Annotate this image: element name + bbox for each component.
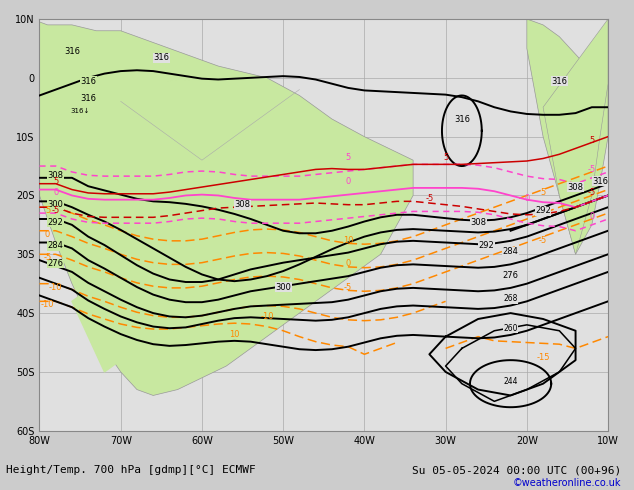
Text: 5: 5 — [540, 189, 546, 197]
Text: 308: 308 — [48, 171, 64, 180]
Text: -5: -5 — [588, 189, 596, 197]
Text: 276: 276 — [48, 259, 64, 268]
Text: 0: 0 — [589, 212, 595, 221]
Text: 5: 5 — [45, 206, 50, 215]
Text: 308: 308 — [470, 218, 486, 227]
Text: 10: 10 — [343, 236, 353, 245]
Text: -5: -5 — [44, 253, 52, 262]
Text: -5: -5 — [425, 195, 434, 203]
Text: -15: -15 — [536, 353, 550, 362]
Text: 260: 260 — [503, 324, 518, 333]
Text: 0: 0 — [524, 195, 529, 203]
Text: ©weatheronline.co.uk: ©weatheronline.co.uk — [513, 478, 621, 488]
Text: 316: 316 — [592, 177, 608, 186]
Text: 292: 292 — [535, 206, 551, 215]
Text: 316: 316 — [64, 48, 80, 56]
Text: -10: -10 — [41, 300, 55, 309]
Text: 316↓: 316↓ — [70, 108, 90, 114]
Text: 244: 244 — [503, 377, 518, 386]
Text: 268: 268 — [503, 294, 518, 303]
Text: 284: 284 — [48, 242, 63, 250]
Text: 292: 292 — [478, 242, 494, 250]
Polygon shape — [543, 19, 608, 254]
Text: 284: 284 — [503, 247, 519, 256]
Text: 316: 316 — [552, 77, 567, 86]
Text: 5: 5 — [346, 153, 351, 162]
Text: Su 05-05-2024 00:00 UTC (00+96): Su 05-05-2024 00:00 UTC (00+96) — [412, 466, 621, 475]
Polygon shape — [31, 19, 413, 395]
Text: 316: 316 — [81, 77, 96, 86]
Text: 0: 0 — [45, 230, 50, 239]
Text: 5: 5 — [443, 153, 448, 162]
Text: 292: 292 — [48, 218, 63, 227]
Text: -5: -5 — [539, 236, 547, 245]
Text: -5: -5 — [51, 206, 60, 215]
Text: 5: 5 — [53, 177, 58, 186]
Text: 0: 0 — [346, 177, 351, 186]
Text: -5: -5 — [588, 165, 596, 174]
Text: 316: 316 — [153, 53, 169, 62]
Text: 300: 300 — [48, 200, 63, 209]
Text: 316: 316 — [454, 115, 470, 124]
Text: -10: -10 — [260, 312, 274, 321]
Text: 0: 0 — [346, 259, 351, 268]
Text: -10: -10 — [49, 283, 63, 292]
Text: 5: 5 — [589, 136, 595, 145]
Text: 276: 276 — [503, 271, 519, 280]
Text: 316: 316 — [81, 95, 96, 103]
Text: Height/Temp. 700 hPa [gdmp][°C] ECMWF: Height/Temp. 700 hPa [gdmp][°C] ECMWF — [6, 466, 256, 475]
Text: 10: 10 — [229, 330, 240, 339]
Text: 308: 308 — [567, 183, 583, 192]
Text: 308: 308 — [235, 200, 250, 209]
Polygon shape — [72, 278, 161, 372]
Text: -5: -5 — [344, 283, 353, 292]
Polygon shape — [527, 19, 608, 254]
Text: 0: 0 — [53, 189, 58, 197]
Text: 300: 300 — [275, 283, 291, 292]
